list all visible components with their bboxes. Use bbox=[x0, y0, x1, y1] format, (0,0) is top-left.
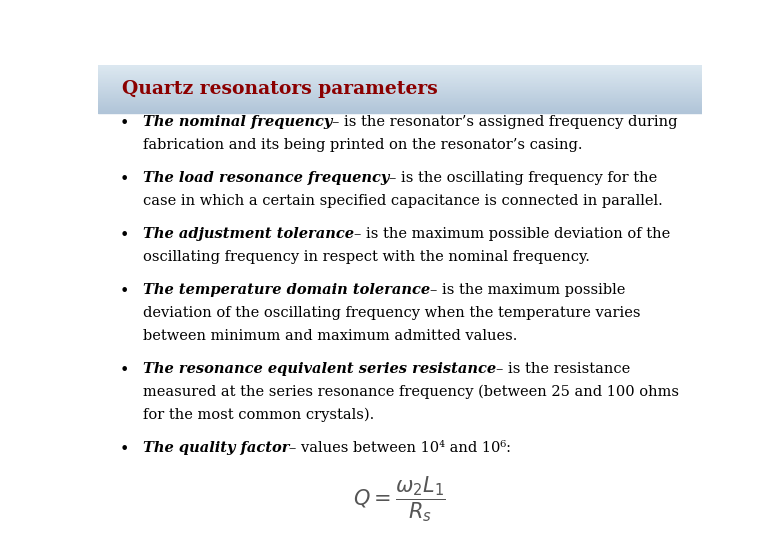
Bar bbox=[98, 78, 702, 79]
Bar bbox=[98, 111, 702, 112]
Bar bbox=[98, 79, 702, 80]
Bar bbox=[98, 105, 702, 106]
Text: The nominal frequency: The nominal frequency bbox=[143, 114, 332, 129]
Text: The quality factor: The quality factor bbox=[143, 441, 289, 455]
Bar bbox=[98, 102, 702, 103]
Bar bbox=[98, 72, 702, 73]
Text: for the most common crystals).: for the most common crystals). bbox=[143, 408, 374, 422]
Bar bbox=[98, 71, 702, 72]
Text: – is the oscillating frequency for the: – is the oscillating frequency for the bbox=[389, 171, 658, 185]
Bar bbox=[98, 98, 702, 99]
Bar bbox=[98, 99, 702, 100]
Text: •: • bbox=[120, 441, 129, 458]
Text: – is the resistance: – is the resistance bbox=[496, 362, 630, 376]
Bar bbox=[98, 80, 702, 81]
Bar bbox=[98, 100, 702, 102]
Text: •: • bbox=[120, 114, 129, 132]
Bar bbox=[98, 107, 702, 108]
Bar bbox=[98, 66, 702, 67]
Text: The load resonance frequency: The load resonance frequency bbox=[143, 171, 389, 185]
Text: case in which a certain specified capacitance is connected in parallel.: case in which a certain specified capaci… bbox=[143, 194, 662, 208]
Bar bbox=[98, 103, 702, 104]
Text: deviation of the oscillating frequency when the temperature varies: deviation of the oscillating frequency w… bbox=[143, 306, 640, 320]
Bar bbox=[98, 77, 702, 78]
Bar bbox=[98, 83, 702, 84]
Bar bbox=[98, 91, 702, 92]
Bar bbox=[98, 112, 702, 113]
Text: •: • bbox=[120, 171, 129, 188]
Text: The adjustment tolerance: The adjustment tolerance bbox=[143, 227, 354, 241]
Bar bbox=[98, 86, 702, 87]
Bar bbox=[98, 89, 702, 90]
Text: oscillating frequency in respect with the nominal frequency.: oscillating frequency in respect with th… bbox=[143, 250, 590, 264]
Bar bbox=[98, 109, 702, 110]
Bar bbox=[98, 90, 702, 91]
Bar bbox=[98, 75, 702, 76]
Bar bbox=[98, 65, 702, 66]
Bar bbox=[98, 81, 702, 82]
Text: – is the resonator’s assigned frequency during: – is the resonator’s assigned frequency … bbox=[332, 114, 678, 129]
Bar bbox=[98, 87, 702, 88]
Bar bbox=[98, 82, 702, 83]
Text: •: • bbox=[120, 227, 129, 244]
Bar bbox=[98, 70, 702, 71]
Text: Quartz resonators parameters: Quartz resonators parameters bbox=[122, 80, 438, 98]
Bar bbox=[98, 84, 702, 85]
Bar bbox=[98, 104, 702, 105]
Text: fabrication and its being printed on the resonator’s casing.: fabrication and its being printed on the… bbox=[143, 138, 583, 152]
Text: between minimum and maximum admitted values.: between minimum and maximum admitted val… bbox=[143, 329, 517, 343]
Text: The resonance equivalent series resistance: The resonance equivalent series resistan… bbox=[143, 362, 496, 376]
Text: – values between 10⁴ and 10⁶:: – values between 10⁴ and 10⁶: bbox=[289, 441, 512, 455]
Text: – is the maximum possible deviation of the: – is the maximum possible deviation of t… bbox=[354, 227, 670, 241]
Bar bbox=[98, 94, 702, 95]
Bar bbox=[98, 85, 702, 86]
Bar bbox=[98, 67, 702, 68]
Bar bbox=[98, 68, 702, 69]
Bar bbox=[98, 95, 702, 96]
Text: •: • bbox=[120, 362, 129, 379]
Text: •: • bbox=[120, 283, 129, 300]
Text: $Q = \dfrac{\omega_2 L_1}{R_s}$: $Q = \dfrac{\omega_2 L_1}{R_s}$ bbox=[353, 474, 446, 524]
Bar bbox=[98, 92, 702, 93]
Text: The temperature domain tolerance: The temperature domain tolerance bbox=[143, 283, 430, 297]
Bar bbox=[98, 73, 702, 75]
Text: – is the maximum possible: – is the maximum possible bbox=[430, 283, 626, 297]
Bar bbox=[98, 88, 702, 89]
Bar bbox=[98, 108, 702, 109]
Bar bbox=[98, 106, 702, 107]
Bar bbox=[98, 76, 702, 77]
Text: measured at the series resonance frequency (between 25 and 100 ohms: measured at the series resonance frequen… bbox=[143, 385, 679, 400]
Bar bbox=[98, 97, 702, 98]
Bar bbox=[98, 69, 702, 70]
Bar bbox=[98, 96, 702, 97]
Bar bbox=[98, 110, 702, 111]
Bar bbox=[98, 93, 702, 94]
